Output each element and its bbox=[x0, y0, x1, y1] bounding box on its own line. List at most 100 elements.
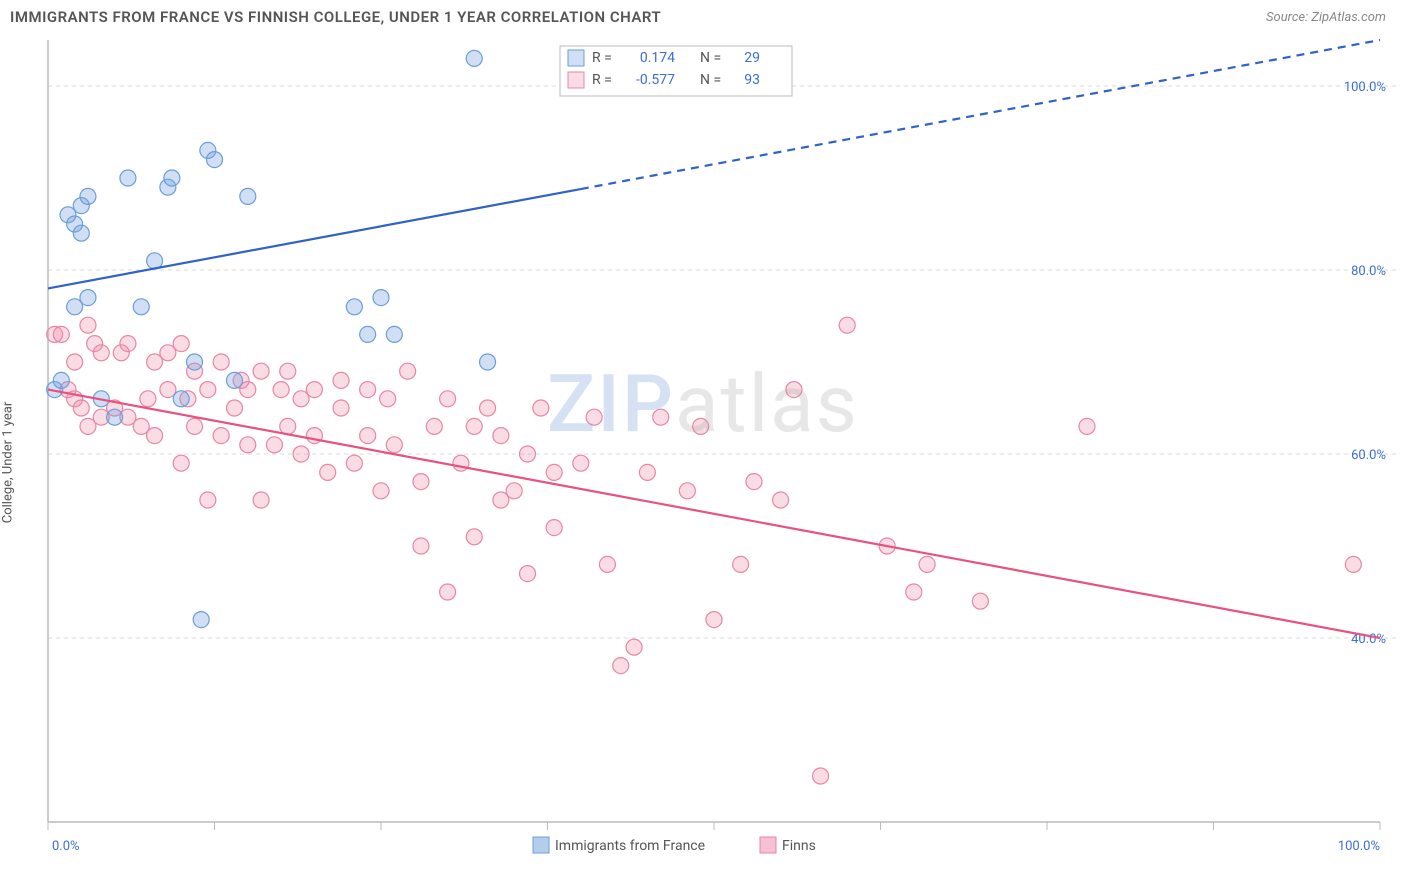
scatter-point bbox=[493, 428, 509, 444]
scatter-point bbox=[480, 354, 496, 370]
scatter-point bbox=[320, 464, 336, 480]
scatter-point bbox=[240, 188, 256, 204]
scatter-point bbox=[533, 400, 549, 416]
scatter-point bbox=[213, 354, 229, 370]
scatter-point bbox=[546, 464, 562, 480]
scatter-point bbox=[273, 382, 289, 398]
stats-n-label: N = bbox=[700, 72, 721, 88]
scatter-point bbox=[226, 372, 242, 388]
scatter-point bbox=[293, 446, 309, 462]
scatter-point bbox=[386, 326, 402, 342]
scatter-point bbox=[626, 639, 642, 655]
scatter-point bbox=[266, 437, 282, 453]
source-label: Source: ZipAtlas.com bbox=[1266, 10, 1386, 25]
scatter-point bbox=[346, 299, 362, 315]
stats-n-value: 29 bbox=[744, 50, 760, 66]
legend-swatch bbox=[568, 72, 584, 88]
legend-swatch bbox=[568, 50, 584, 66]
scatter-point bbox=[679, 483, 695, 499]
scatter-point bbox=[706, 612, 722, 628]
scatter-point bbox=[200, 382, 216, 398]
scatter-point bbox=[120, 336, 136, 352]
trend-line bbox=[48, 390, 1380, 638]
scatter-point bbox=[53, 372, 69, 388]
scatter-point bbox=[520, 446, 536, 462]
svg-text:60.0%: 60.0% bbox=[1351, 448, 1386, 463]
legend-label: Finns bbox=[782, 838, 816, 854]
scatter-point bbox=[653, 409, 669, 425]
scatter-point bbox=[480, 400, 496, 416]
scatter-point bbox=[193, 612, 209, 628]
scatter-point bbox=[413, 474, 429, 490]
scatter-point bbox=[360, 428, 376, 444]
scatter-point bbox=[400, 363, 416, 379]
scatter-point bbox=[440, 391, 456, 407]
scatter-point bbox=[1345, 556, 1361, 572]
scatter-point bbox=[413, 538, 429, 554]
scatter-point bbox=[187, 418, 203, 434]
scatter-point bbox=[613, 658, 629, 674]
trend-line bbox=[48, 189, 581, 288]
scatter-point bbox=[53, 326, 69, 342]
legend-label: Immigrants from France bbox=[555, 838, 705, 854]
scatter-point bbox=[306, 382, 322, 398]
scatter-point bbox=[466, 529, 482, 545]
scatter-point bbox=[147, 428, 163, 444]
scatter-point bbox=[972, 593, 988, 609]
scatter-point bbox=[786, 382, 802, 398]
svg-text:80.0%: 80.0% bbox=[1351, 264, 1386, 279]
scatter-point bbox=[140, 391, 156, 407]
stats-n-value: 93 bbox=[744, 72, 760, 88]
scatter-point bbox=[133, 299, 149, 315]
scatter-point bbox=[506, 483, 522, 499]
scatter-point bbox=[187, 354, 203, 370]
svg-text:100.0%: 100.0% bbox=[1338, 839, 1380, 854]
scatter-point bbox=[80, 188, 96, 204]
scatter-point bbox=[386, 437, 402, 453]
legend-swatch bbox=[533, 837, 549, 853]
scatter-point bbox=[466, 418, 482, 434]
scatter-point bbox=[80, 290, 96, 306]
scatter-point bbox=[906, 584, 922, 600]
scatter-point bbox=[839, 317, 855, 333]
scatter-point bbox=[173, 336, 189, 352]
scatter-point bbox=[440, 584, 456, 600]
scatter-point bbox=[280, 363, 296, 379]
scatter-point bbox=[426, 418, 442, 434]
scatter-point bbox=[573, 455, 589, 471]
scatter-point bbox=[173, 391, 189, 407]
scatter-point bbox=[226, 400, 242, 416]
scatter-point bbox=[73, 400, 89, 416]
scatter-point bbox=[586, 409, 602, 425]
scatter-point bbox=[1079, 418, 1095, 434]
scatter-point bbox=[93, 345, 109, 361]
scatter-point bbox=[373, 483, 389, 499]
stats-r-value: -0.577 bbox=[636, 72, 675, 88]
scatter-point bbox=[120, 170, 136, 186]
scatter-point bbox=[240, 437, 256, 453]
scatter-point bbox=[520, 566, 536, 582]
scatter-point bbox=[466, 50, 482, 66]
scatter-point bbox=[73, 225, 89, 241]
header: IMMIGRANTS FROM FRANCE VS FINNISH COLLEG… bbox=[0, 0, 1406, 30]
scatter-point bbox=[173, 455, 189, 471]
scatter-point bbox=[333, 400, 349, 416]
svg-text:0.0%: 0.0% bbox=[52, 839, 80, 854]
scatter-point bbox=[213, 428, 229, 444]
scatter-point bbox=[599, 556, 615, 572]
scatter-point bbox=[733, 556, 749, 572]
scatter-point bbox=[253, 363, 269, 379]
scatter-point bbox=[373, 290, 389, 306]
legend-swatch bbox=[760, 837, 776, 853]
scatter-point bbox=[164, 170, 180, 186]
chart-title: IMMIGRANTS FROM FRANCE VS FINNISH COLLEG… bbox=[10, 8, 661, 26]
scatter-point bbox=[773, 492, 789, 508]
stats-r-label: R = bbox=[592, 72, 612, 88]
scatter-point bbox=[107, 409, 123, 425]
scatter-point bbox=[639, 464, 655, 480]
scatter-point bbox=[360, 382, 376, 398]
scatter-point bbox=[380, 391, 396, 407]
scatter-point bbox=[207, 152, 223, 168]
scatter-chart: 40.0%60.0%80.0%100.0%0.0%100.0%R =0.174N… bbox=[0, 30, 1406, 880]
scatter-point bbox=[80, 317, 96, 333]
